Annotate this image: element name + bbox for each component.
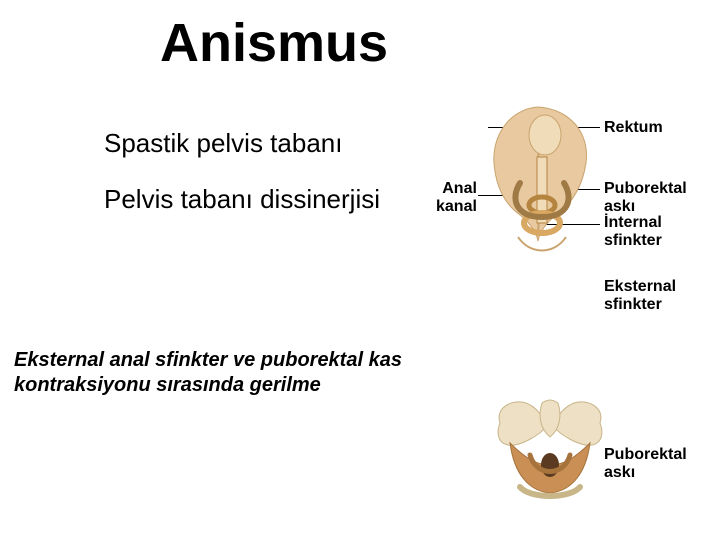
subtitle-line-1: Spastik pelvis tabanı: [104, 128, 342, 159]
pelvis-illustration: [490, 395, 610, 510]
label-internal: İnternalsfinkter: [604, 214, 662, 251]
label-anal-kanal: Analkanal: [436, 180, 477, 215]
anorectal-illustration: [490, 105, 600, 270]
label-puborektal-2: Puborektal askı: [604, 446, 720, 483]
label-eksternal: Eksternalsfinkter: [604, 278, 676, 315]
label-rektum: Rektum: [604, 119, 663, 137]
label-puborektal-1: Puborektal askı: [604, 180, 720, 217]
footnote-text: Eksternal anal sfinkter ve puborektal ka…: [14, 348, 444, 398]
subtitle-line-2: Pelvis tabanı dissinerjisi: [104, 184, 380, 215]
slide-title: Anismus: [160, 12, 388, 74]
